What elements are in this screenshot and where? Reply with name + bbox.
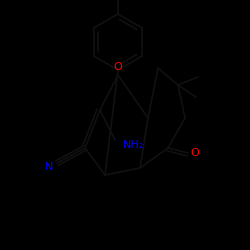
Text: O: O xyxy=(191,148,200,158)
Text: O: O xyxy=(114,62,122,72)
Text: NH₂: NH₂ xyxy=(122,140,144,150)
Text: N: N xyxy=(45,162,53,172)
